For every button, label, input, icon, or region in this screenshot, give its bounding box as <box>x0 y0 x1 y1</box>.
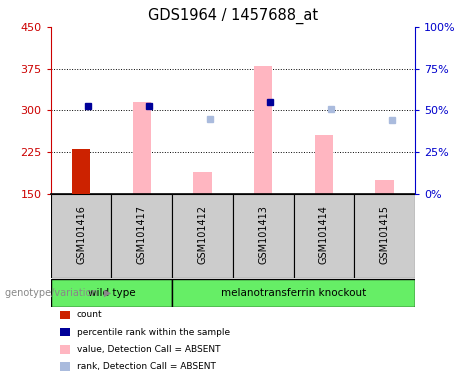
Text: rank, Detection Call = ABSENT: rank, Detection Call = ABSENT <box>77 362 216 371</box>
Text: genotype/variation  ▶: genotype/variation ▶ <box>5 288 111 298</box>
Text: GSM101417: GSM101417 <box>137 205 147 264</box>
Bar <box>254 66 272 194</box>
Text: percentile rank within the sample: percentile rank within the sample <box>77 328 230 337</box>
Text: wild type: wild type <box>88 288 135 298</box>
Bar <box>375 180 394 194</box>
Text: GSM101412: GSM101412 <box>197 205 207 264</box>
Title: GDS1964 / 1457688_at: GDS1964 / 1457688_at <box>148 8 318 24</box>
FancyBboxPatch shape <box>172 279 415 306</box>
Bar <box>193 172 212 194</box>
Text: GSM101414: GSM101414 <box>319 205 329 264</box>
Bar <box>315 136 333 194</box>
FancyBboxPatch shape <box>294 194 354 278</box>
Text: value, Detection Call = ABSENT: value, Detection Call = ABSENT <box>77 345 220 354</box>
Text: melanotransferrin knockout: melanotransferrin knockout <box>221 288 366 298</box>
Text: count: count <box>77 310 103 319</box>
FancyBboxPatch shape <box>233 194 294 278</box>
FancyBboxPatch shape <box>51 194 112 278</box>
Bar <box>133 102 151 194</box>
Text: GSM101415: GSM101415 <box>379 205 390 264</box>
FancyBboxPatch shape <box>172 194 233 278</box>
Bar <box>72 149 90 194</box>
Text: GSM101416: GSM101416 <box>76 205 86 264</box>
FancyBboxPatch shape <box>354 194 415 278</box>
FancyBboxPatch shape <box>51 279 172 306</box>
FancyBboxPatch shape <box>112 194 172 278</box>
Text: GSM101413: GSM101413 <box>258 205 268 264</box>
